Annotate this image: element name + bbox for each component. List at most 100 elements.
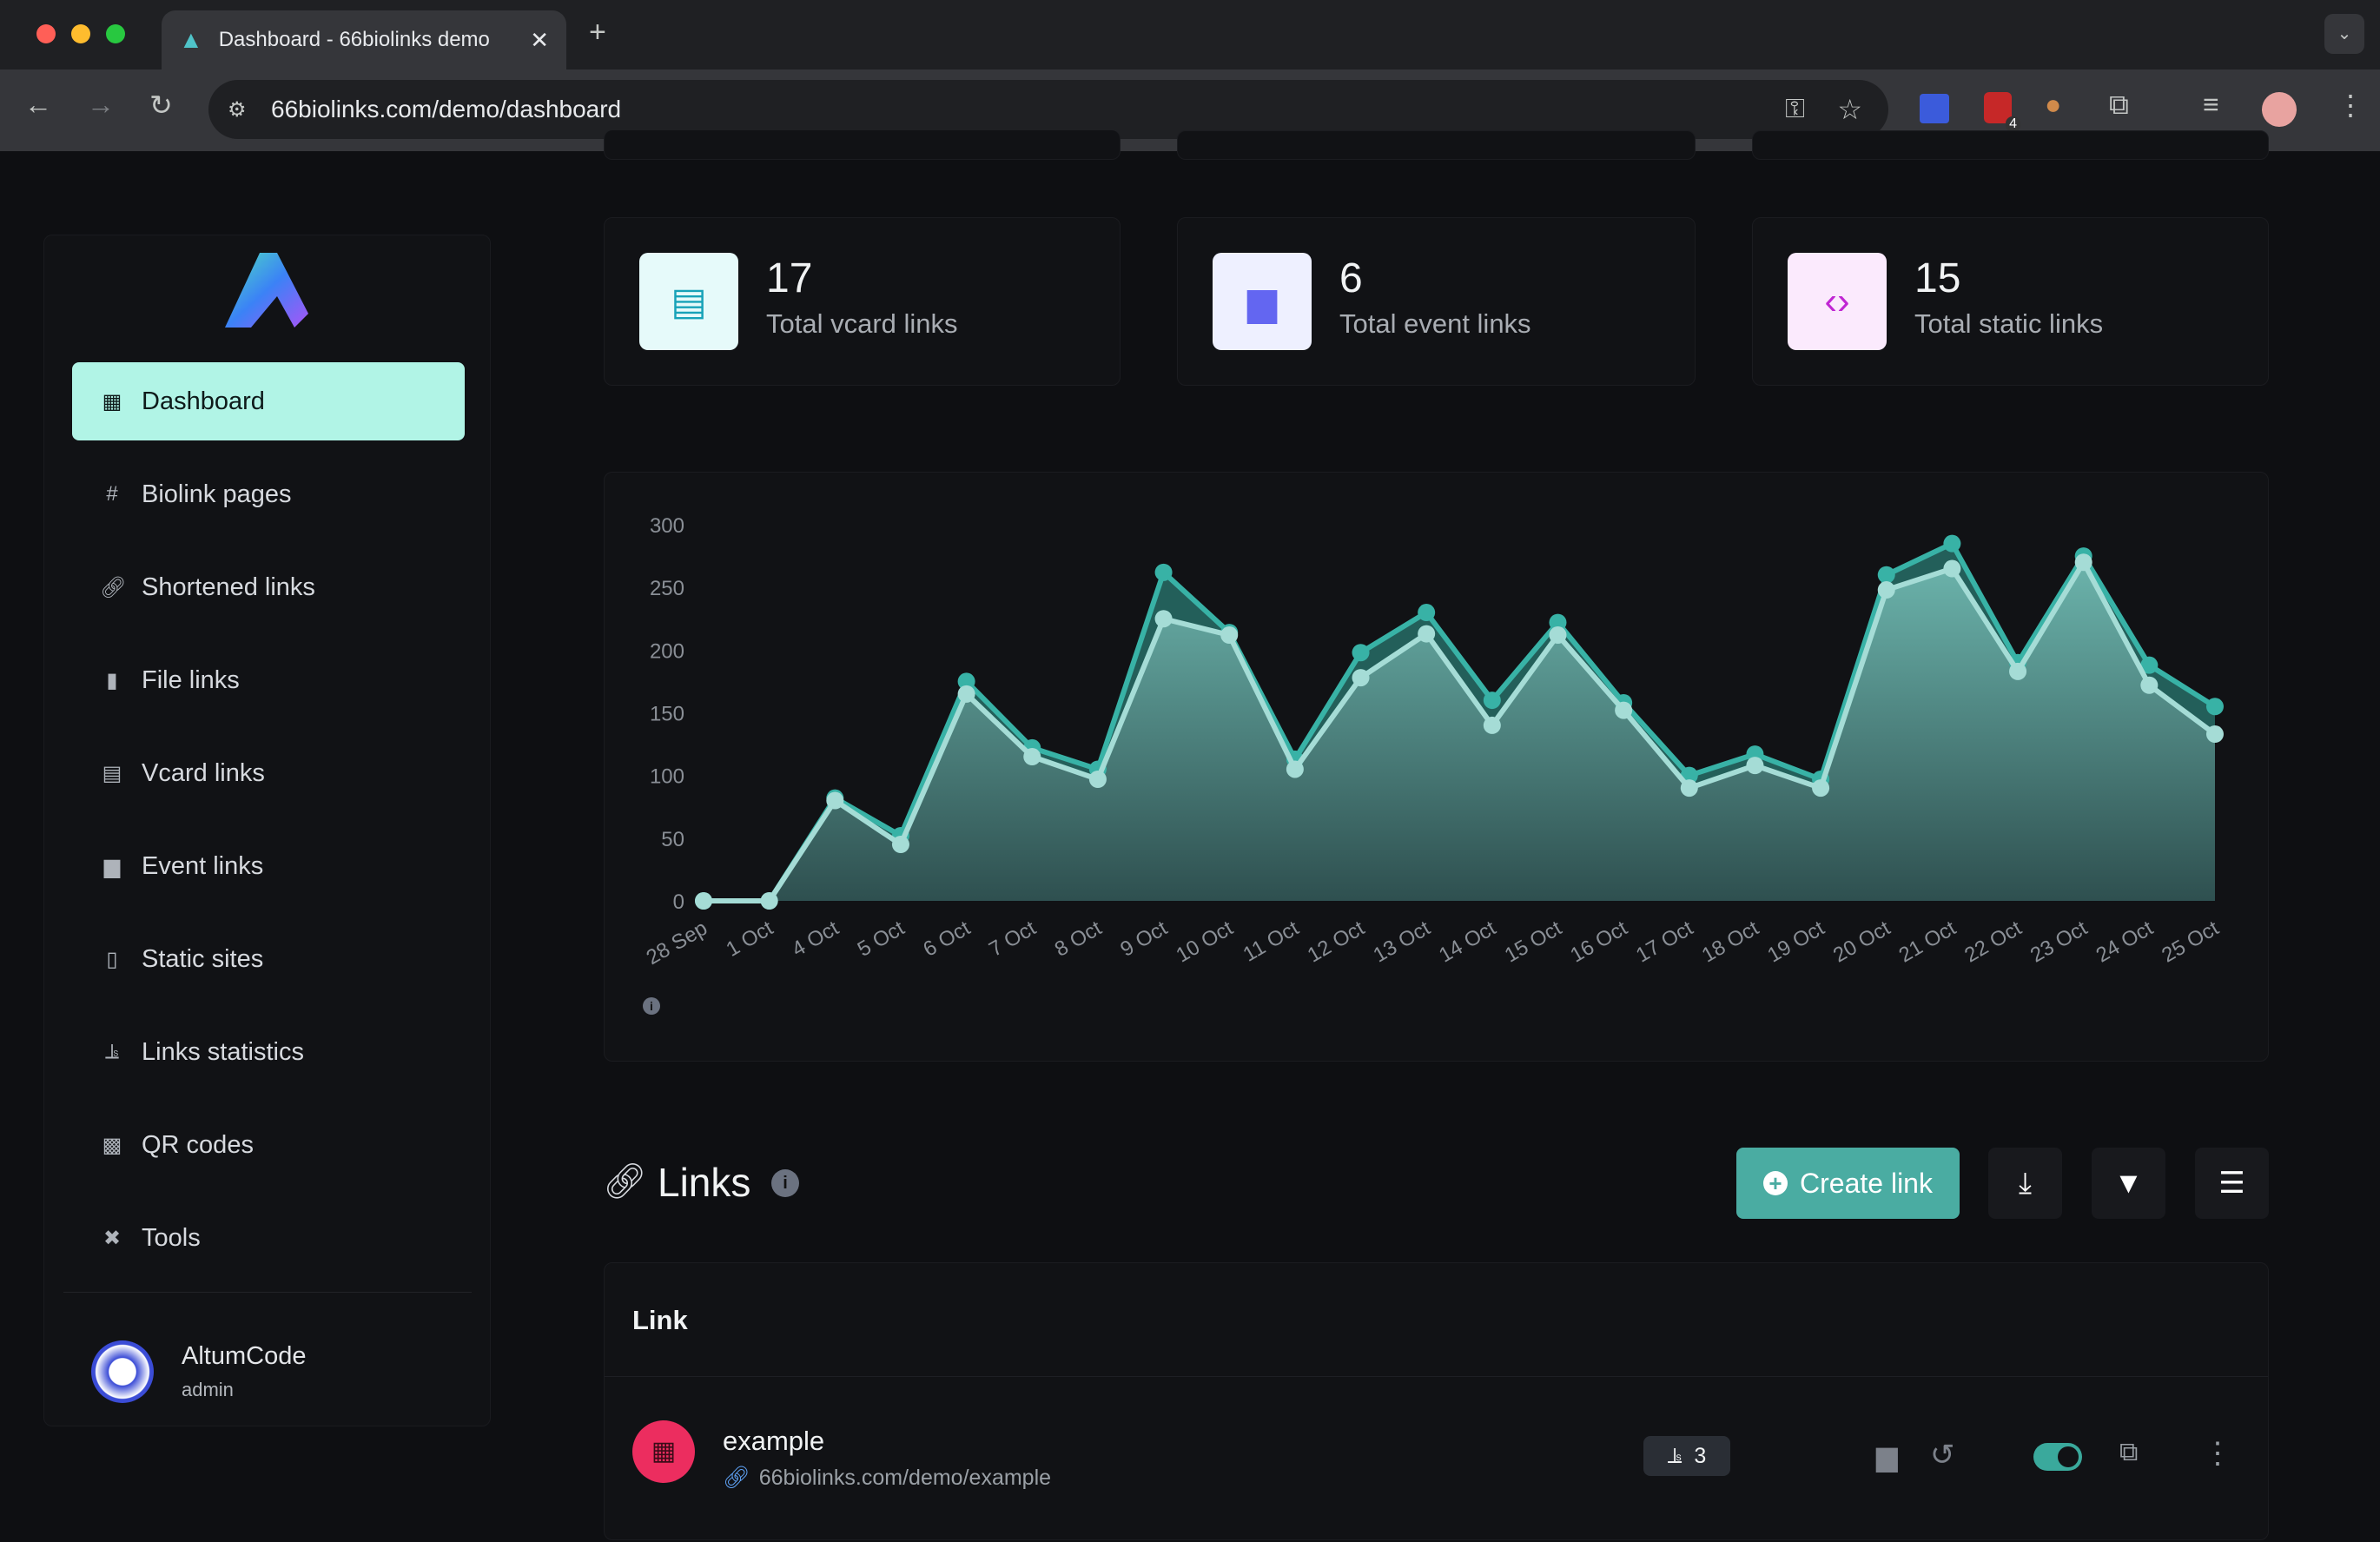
back-icon[interactable]: ← (24, 89, 52, 120)
copy-icon[interactable]: ⧉ (2119, 1438, 2139, 1466)
close-tab-icon[interactable]: ✕ (530, 26, 549, 53)
shield-extension-icon[interactable]: 4 (1984, 92, 2020, 132)
data-point[interactable] (1418, 625, 1436, 643)
info-icon[interactable]: i (643, 997, 660, 1015)
data-point[interactable] (1220, 626, 1239, 645)
filter-button[interactable]: ▼ (2092, 1148, 2165, 1219)
sidebar-item-links-statistics[interactable]: ⫡ Links statistics (72, 1013, 465, 1091)
browser-toolbar: ← → ↻ ⚙ 66biolinks.com/demo/dashboard ⚿ … (0, 69, 2380, 151)
tab-search-icon[interactable]: ⌄ (2324, 14, 2364, 54)
tools-icon: ✖ (102, 1226, 122, 1250)
x-tick-label: 23 Oct (2026, 917, 2092, 968)
sidebar-item-biolink-pages[interactable]: # Biolink pages (72, 455, 465, 533)
data-point[interactable] (2206, 725, 2224, 744)
user-avatar[interactable] (91, 1340, 154, 1403)
data-point[interactable] (891, 836, 909, 854)
x-tick-label: 17 Oct (1632, 917, 1697, 968)
chart-icon: ⫡ (104, 1040, 119, 1063)
data-point[interactable] (1680, 779, 1698, 797)
data-point[interactable] (1877, 581, 1895, 599)
address-bar[interactable]: ⚙ 66biolinks.com/demo/dashboard ⚿ ☆ (208, 80, 1888, 139)
browser-tab[interactable]: ▲ Dashboard - 66biolinks demo ✕ (162, 10, 566, 69)
data-point[interactable] (1286, 760, 1304, 778)
data-point[interactable] (1549, 626, 1567, 645)
divider (63, 1292, 472, 1293)
data-point[interactable] (1812, 779, 1830, 797)
data-point[interactable] (1483, 692, 1501, 710)
minimize-window-button[interactable] (71, 24, 90, 43)
data-point[interactable] (1943, 534, 1961, 553)
history-icon[interactable]: ↺ (1930, 1439, 1955, 1472)
reload-icon[interactable]: ↻ (149, 89, 173, 121)
data-point[interactable] (957, 672, 975, 691)
profile-avatar[interactable] (2262, 92, 2297, 127)
close-window-button[interactable] (36, 24, 56, 43)
view-toggle-button[interactable]: ☰ (2195, 1148, 2269, 1219)
link-url[interactable]: 🔗︎ 66biolinks.com/demo/example (723, 1466, 1051, 1491)
x-tick-label: 21 Oct (1895, 917, 1960, 968)
data-point[interactable] (2140, 676, 2159, 694)
browser-menu-icon[interactable]: ⋮ (2337, 89, 2364, 121)
data-point[interactable] (760, 892, 778, 910)
data-point[interactable] (1549, 613, 1567, 632)
sidebar-item-file-links[interactable]: ▮ File links (72, 641, 465, 719)
partial-stat-card (1177, 130, 1696, 160)
sidebar-item-tools[interactable]: ✖ Tools (72, 1199, 465, 1277)
sidebar-item-shortened-links[interactable]: 🔗︎ Shortened links (72, 548, 465, 626)
data-point[interactable] (1746, 757, 1764, 775)
calendar-icon[interactable]: ▆ (1876, 1440, 1898, 1472)
series-line-0 (704, 540, 2217, 903)
favicon-icon: ▲ (179, 26, 203, 53)
more-options-icon[interactable]: ⋮ (2203, 1437, 2232, 1470)
data-point[interactable] (1943, 559, 1961, 578)
maximize-window-button[interactable] (106, 24, 125, 43)
user-role: admin (182, 1379, 234, 1400)
data-point[interactable] (2074, 553, 2092, 572)
forward-icon[interactable]: → (87, 89, 115, 120)
enabled-toggle[interactable] (2033, 1443, 2082, 1471)
data-point[interactable] (2206, 698, 2224, 716)
sidebar-item-vcard-links[interactable]: ▤ Vcard links (72, 734, 465, 812)
extensions-puzzle-icon[interactable]: ⧉ (2109, 89, 2129, 120)
data-point[interactable] (1615, 701, 1633, 719)
link-name[interactable]: example (723, 1426, 825, 1456)
y-tick-label: 200 (650, 639, 684, 663)
stat-icon: ▤ (639, 253, 738, 350)
media-control-icon[interactable]: ≡ (2203, 89, 2219, 120)
data-point[interactable] (1877, 566, 1895, 584)
data-point[interactable] (1088, 770, 1107, 788)
export-button[interactable]: ⤓ (1988, 1148, 2062, 1219)
clicks-badge[interactable]: ⫡ 3 (1643, 1436, 1730, 1476)
user-name[interactable]: AltumCode (182, 1342, 307, 1370)
cookie-icon[interactable]: ● (2045, 89, 2062, 120)
create-link-button[interactable]: + Create link (1736, 1148, 1960, 1219)
data-point[interactable] (1352, 644, 1370, 662)
data-point[interactable] (2009, 662, 2027, 680)
site-settings-icon[interactable]: ⚙ (228, 97, 247, 122)
data-point[interactable] (957, 685, 975, 703)
stat-icon: ▆ (1213, 253, 1312, 350)
data-point[interactable] (2140, 656, 2159, 674)
data-point[interactable] (1352, 669, 1370, 687)
data-point[interactable] (1154, 610, 1173, 628)
x-tick-label: 8 Oct (1051, 917, 1106, 962)
sidebar-item-dashboard[interactable]: ▦ Dashboard (72, 362, 465, 440)
data-point[interactable] (1483, 716, 1501, 734)
bookmark-star-icon[interactable]: ☆ (1837, 94, 1862, 125)
sidebar-item-event-links[interactable]: ▆ Event links (72, 827, 465, 905)
data-point[interactable] (695, 892, 712, 910)
data-point[interactable] (826, 791, 844, 810)
sidebar-item-qr-codes[interactable]: ▩ QR codes (72, 1106, 465, 1184)
data-point[interactable] (1023, 748, 1041, 766)
stat-card: ▆ 6 Total event links (1177, 217, 1696, 386)
data-point[interactable] (1154, 563, 1173, 581)
sidebar-item-static-sites[interactable]: ▯ Static sites (72, 920, 465, 998)
new-tab-icon[interactable]: + (589, 16, 606, 49)
password-key-icon[interactable]: ⚿ (1785, 95, 1805, 123)
sidebar-item-label: Event links (142, 851, 264, 880)
extension-icon[interactable] (1920, 94, 1949, 123)
column-header-link: Link (632, 1305, 688, 1335)
info-icon[interactable]: i (771, 1169, 799, 1197)
data-point[interactable] (1418, 604, 1436, 622)
sidebar-item-label: QR codes (142, 1130, 254, 1159)
